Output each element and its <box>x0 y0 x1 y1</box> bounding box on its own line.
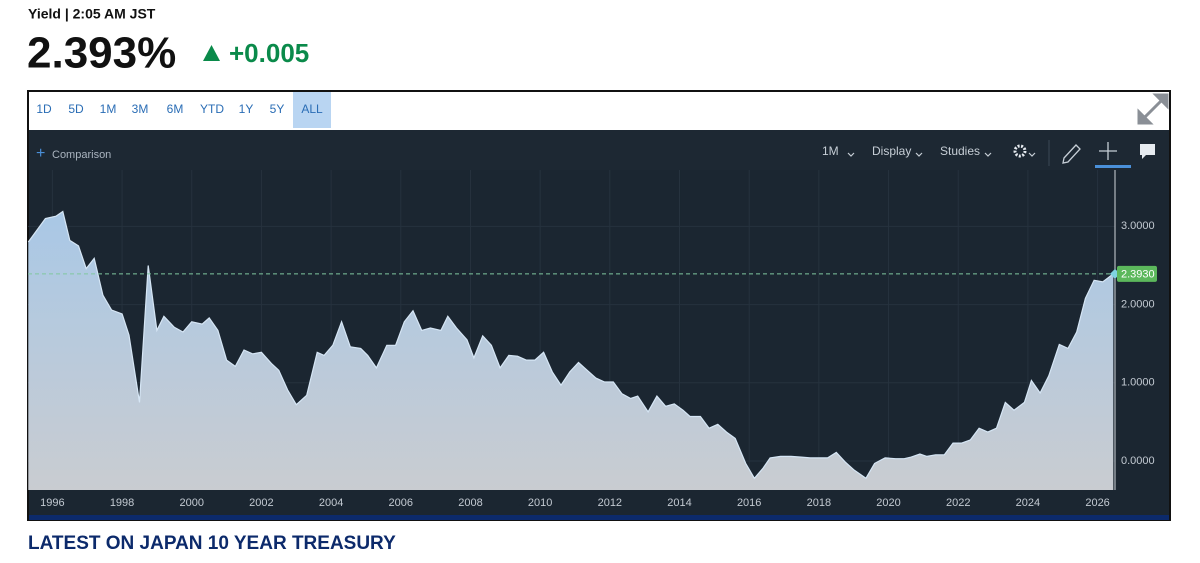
price: 2.393% <box>27 29 176 78</box>
comparison-button[interactable]: Comparison <box>52 149 111 161</box>
section-heading: LATEST ON JAPAN 10 YEAR TREASURY <box>28 533 396 554</box>
x-tick-label: 2004 <box>319 497 343 509</box>
y-tick-label: 0.0000 <box>1121 455 1155 467</box>
x-tick-label: 2016 <box>737 497 761 509</box>
area-fill <box>28 211 1114 490</box>
frame-bottom <box>29 515 1169 520</box>
x-tick-label: 2002 <box>249 497 273 509</box>
crosshair-icon[interactable] <box>1099 142 1117 160</box>
x-tick-label: 2024 <box>1016 497 1040 509</box>
range-tab[interactable]: 5Y <box>270 102 285 116</box>
range-tab[interactable]: 1M <box>100 102 117 116</box>
last-value-label: 2.3930 <box>1121 269 1155 281</box>
range-tab[interactable]: 5D <box>68 102 84 116</box>
x-tick-label: 2014 <box>667 497 691 509</box>
studies-button[interactable]: Studies <box>940 144 980 158</box>
last-value-box <box>1117 265 1157 282</box>
draw-icon[interactable] <box>1062 144 1081 164</box>
y-tick-label: 2.0000 <box>1121 298 1155 310</box>
x-tick-label: 1998 <box>110 497 134 509</box>
x-tick-label: 2006 <box>389 497 413 509</box>
range-tab[interactable]: 6M <box>167 102 184 116</box>
x-tick-label: 2010 <box>528 497 552 509</box>
x-tick-label: 2000 <box>180 497 204 509</box>
plot: 1996 1998 2000 2002 2004 2006 2008 2010 2012 2014… <box>27 170 1157 509</box>
active-indicator <box>1095 165 1131 168</box>
x-tick-label: 2008 <box>458 497 482 509</box>
header-title: Yield | 2:05 AM JST <box>28 6 156 22</box>
x-tick-label: 2022 <box>946 497 970 509</box>
comment-icon[interactable] <box>1140 144 1155 159</box>
x-tick-label: 2020 <box>876 497 900 509</box>
yield-line <box>27 210 1114 480</box>
price-change: +0.005 <box>229 38 309 68</box>
range-tab[interactable]: 3M <box>132 102 149 116</box>
up-arrow <box>203 45 220 61</box>
chevrons <box>847 152 1036 157</box>
x-tick-label: 2012 <box>598 497 622 509</box>
range-tab[interactable]: 1D <box>36 102 52 116</box>
range-tab[interactable]: YTD <box>200 102 224 116</box>
chart-toolbar <box>29 130 1169 170</box>
settings-icon[interactable] <box>1013 144 1027 158</box>
y-tick-label: 3.0000 <box>1121 220 1155 232</box>
y-tick-label: 1.0000 <box>1121 377 1155 389</box>
x-tick-label: 2018 <box>807 497 831 509</box>
plus-icon: + <box>36 145 45 162</box>
range-tabs: 1D 5D 1M 3M 6M YTD 1Y 5Y ALL <box>36 92 331 128</box>
expand-icon[interactable] <box>1137 93 1169 125</box>
range-tab[interactable]: ALL <box>301 102 323 116</box>
x-tick-label: 2026 <box>1085 497 1109 509</box>
selected-tab-bg <box>293 92 331 128</box>
range-tab[interactable]: 1Y <box>239 102 254 116</box>
display-button[interactable]: Display <box>872 144 911 158</box>
x-tick-label: 1996 <box>40 497 64 509</box>
interval-button[interactable]: 1M <box>822 144 839 158</box>
